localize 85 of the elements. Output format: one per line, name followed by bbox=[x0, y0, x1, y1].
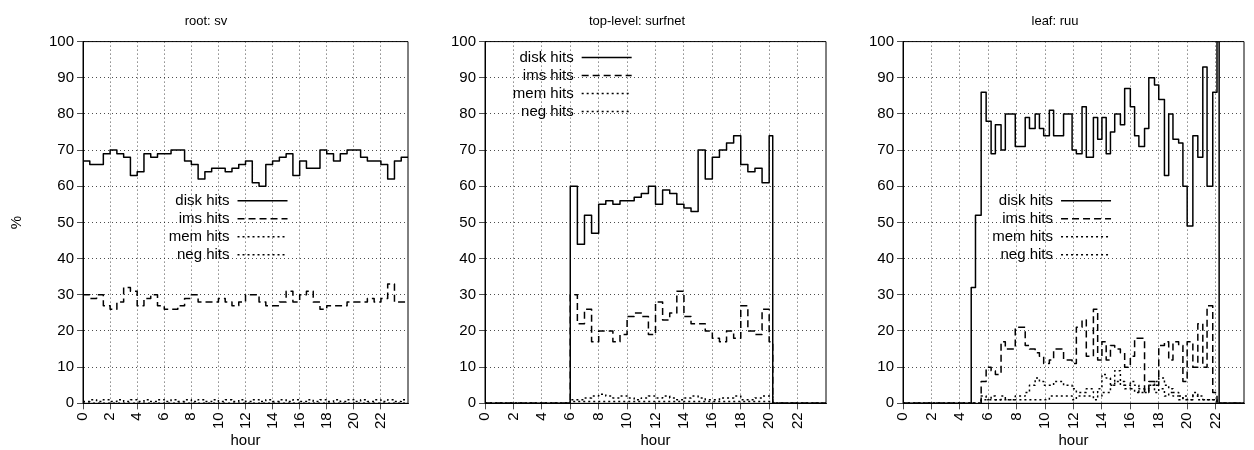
x-tick-label: 10 bbox=[1035, 412, 1053, 429]
y-tick-label: 10 bbox=[459, 357, 477, 375]
y-tick-label: 40 bbox=[459, 248, 477, 266]
y-tick-label: 20 bbox=[459, 321, 477, 339]
x-tick-label: 14 bbox=[674, 412, 692, 429]
y-tick-label: 30 bbox=[57, 284, 75, 302]
x-tick-label: 12 bbox=[235, 412, 253, 429]
x-tick-label: 0 bbox=[893, 412, 911, 421]
x-tick-label: 18 bbox=[730, 412, 748, 429]
y-tick-label: 60 bbox=[459, 176, 477, 194]
x-tick-label: 0 bbox=[475, 412, 493, 421]
legend-label: ims hits bbox=[178, 208, 230, 226]
x-tick-label: 20 bbox=[1177, 412, 1195, 429]
y-axis-title: % bbox=[7, 215, 25, 230]
y-tick-label: 70 bbox=[459, 140, 477, 158]
y-tick-label: 20 bbox=[57, 321, 75, 339]
y-tick-label: 90 bbox=[877, 67, 895, 85]
y-tick-label: 30 bbox=[877, 284, 895, 302]
y-tick-label: 40 bbox=[877, 248, 895, 266]
y-tick-label: 50 bbox=[57, 212, 75, 230]
legend-label: neg hits bbox=[521, 101, 574, 119]
y-tick-label: 80 bbox=[459, 104, 477, 122]
x-tick-label: 2 bbox=[921, 412, 939, 421]
y-tick-label: 70 bbox=[877, 140, 895, 158]
legend-label: mem hits bbox=[512, 83, 574, 101]
x-axis-title: hour bbox=[1058, 431, 1089, 449]
x-tick-label: 4 bbox=[127, 412, 145, 421]
y-tick-label: 10 bbox=[57, 357, 75, 375]
y-tick-label: 100 bbox=[49, 31, 75, 49]
x-tick-label: 6 bbox=[978, 412, 996, 421]
x-tick-label: 4 bbox=[532, 412, 549, 421]
x-tick-label: 12 bbox=[1063, 412, 1081, 429]
x-tick-label: 20 bbox=[343, 412, 361, 429]
legend-label: mem hits bbox=[992, 226, 1054, 244]
chart-title: top-level: surfnet bbox=[588, 13, 686, 29]
y-tick-label: 50 bbox=[459, 212, 477, 230]
y-tick-label: 80 bbox=[57, 104, 75, 122]
y-tick-label: 80 bbox=[877, 104, 895, 122]
x-tick-label: 22 bbox=[787, 412, 805, 429]
x-tick-label: 14 bbox=[1092, 412, 1110, 429]
chart-title: root: sv bbox=[184, 13, 228, 29]
x-tick-label: 14 bbox=[262, 412, 280, 429]
x-tick-label: 12 bbox=[645, 412, 663, 429]
x-tick-label: 16 bbox=[702, 412, 720, 429]
y-tick-label: 100 bbox=[869, 31, 895, 49]
legend-label: ims hits bbox=[522, 65, 574, 83]
legend-label: disk hits bbox=[998, 190, 1054, 208]
legend-label: disk hits bbox=[175, 190, 230, 208]
x-tick-label: 6 bbox=[560, 412, 578, 421]
x-tick-label: 8 bbox=[588, 412, 606, 421]
y-tick-label: 90 bbox=[57, 67, 75, 85]
legend-label: neg hits bbox=[176, 244, 230, 262]
legend-label: neg hits bbox=[1000, 244, 1054, 262]
x-axis-title: hour bbox=[230, 431, 261, 449]
y-tick-label: 40 bbox=[57, 248, 75, 266]
legend-label: disk hits bbox=[519, 47, 574, 65]
legend-label: ims hits bbox=[1002, 208, 1054, 226]
x-tick-label: 20 bbox=[759, 412, 777, 429]
chart-title: leaf: ruu bbox=[1031, 13, 1079, 29]
x-tick-label: 22 bbox=[371, 412, 389, 429]
y-tick-label: 60 bbox=[57, 176, 75, 194]
y-tick-label: 60 bbox=[877, 176, 895, 194]
y-tick-label: 20 bbox=[877, 321, 895, 339]
x-tick-label: 2 bbox=[100, 412, 118, 421]
x-tick-label: 8 bbox=[1006, 412, 1024, 421]
x-tick-label: 16 bbox=[1120, 412, 1138, 429]
x-tick-label: 22 bbox=[1205, 412, 1223, 429]
x-tick-label: 10 bbox=[617, 412, 635, 429]
x-tick-label: 8 bbox=[181, 412, 199, 421]
x-tick-label: 18 bbox=[316, 412, 334, 429]
y-tick-label: 100 bbox=[451, 31, 477, 49]
legend-label: mem hits bbox=[168, 226, 230, 244]
x-tick-label: 6 bbox=[154, 412, 172, 421]
x-axis-title: hour bbox=[640, 431, 671, 449]
x-tick-label: 16 bbox=[289, 412, 307, 429]
y-tick-label: 90 bbox=[459, 67, 477, 85]
x-tick-label: 10 bbox=[208, 412, 226, 429]
y-tick-label: 70 bbox=[57, 140, 75, 158]
x-tick-label: 0 bbox=[73, 412, 91, 421]
y-tick-label: 50 bbox=[877, 212, 895, 230]
y-tick-label: 10 bbox=[877, 357, 895, 375]
x-tick-label: 4 bbox=[950, 412, 967, 421]
y-tick-label: 30 bbox=[459, 284, 477, 302]
x-tick-label: 2 bbox=[503, 412, 521, 421]
x-tick-label: 18 bbox=[1148, 412, 1166, 429]
